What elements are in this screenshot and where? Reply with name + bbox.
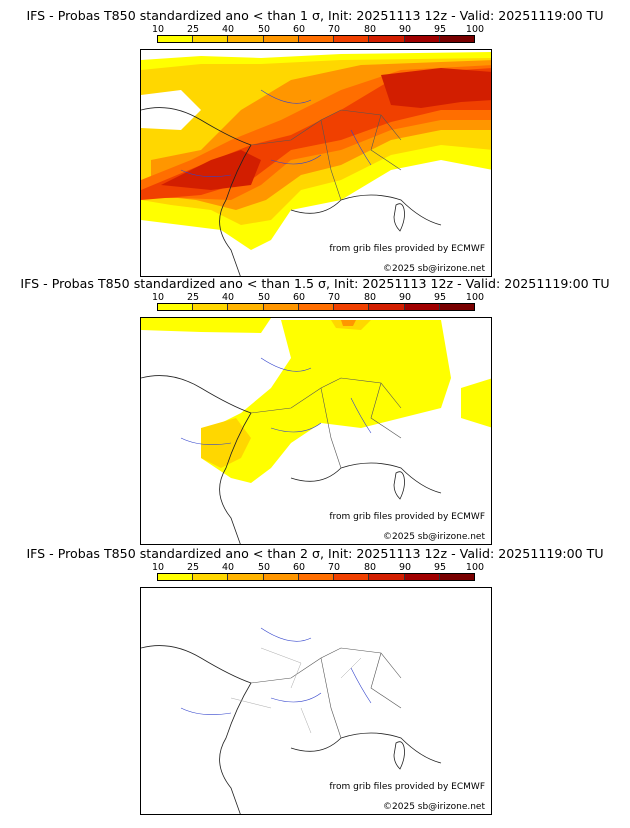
corsica-coast [393,203,405,232]
colorbar-segment [193,304,229,310]
credit-source: from grib files provided by ECMWF [329,782,485,792]
colorbar-tick: 10 [151,562,165,573]
coastline [290,732,442,764]
colorbar-tick: 90 [398,562,412,573]
credit-source: from grib files provided by ECMWF [329,512,485,522]
colorbar-tick: 80 [363,24,377,35]
corsica-coast [393,471,405,500]
colorbar-segment [193,36,229,42]
colorbar-tick: 70 [327,292,341,303]
rivers [180,357,372,445]
rivers [180,89,372,177]
colorbar-segment [334,36,370,42]
colorbar-tick: 25 [186,24,200,35]
colorbar-segment [228,304,264,310]
colorbar [157,573,475,581]
border-lines [250,377,402,469]
colorbar-segment [369,304,405,310]
colorbar-segment [404,36,440,42]
probability-map-1-5sigma: from grib files provided by ECMWF ©2025 … [140,317,492,545]
colorbar-tick: 60 [292,292,306,303]
prob-area-darkred [161,68,491,190]
colorbar-tick: 10 [151,292,165,303]
colorbar-segment [439,574,474,580]
panel-title: IFS - Probas T850 standardized ano < tha… [20,276,610,291]
colorbar-tick: 25 [186,292,200,303]
colorbar-labels: 10 25 40 50 60 70 80 90 95 100 [152,24,484,36]
colorbar-segment [158,304,194,310]
colorbar-tick: 90 [398,24,412,35]
colorbar-segment [158,36,194,42]
colorbar-tick: 50 [257,24,271,35]
colorbar-tick: 80 [363,562,377,573]
colorbar-labels: 10 25 40 50 60 70 80 90 95 100 [152,562,484,574]
colorbar-tick: 100 [465,292,485,303]
colorbar-labels: 10 25 40 50 60 70 80 90 95 100 [152,292,484,304]
colorbar-tick: 50 [257,292,271,303]
colorbar-tick: 60 [292,562,306,573]
credit-copyright: ©2025 sb@irizone.net [383,264,485,274]
colorbar-tick: 100 [465,562,485,573]
colorbar-tick: 40 [221,292,235,303]
prob-area-white-gap [141,90,201,130]
coastline [290,462,442,494]
corsica-coast [393,741,405,770]
prob-area-orange [341,320,356,326]
colorbar-segment [193,574,229,580]
colorbar-segment [228,36,264,42]
colorbar-segment [263,574,299,580]
colorbar-segment [334,304,370,310]
colorbar-segment [404,304,440,310]
colorbar-tick: 10 [151,24,165,35]
prob-area-gold [201,320,371,468]
border-lines [250,109,402,201]
colorbar-segment [158,574,194,580]
colorbar-tick: 70 [327,562,341,573]
panel-1: IFS - Probas T850 standardized ano < tha… [0,8,630,277]
colorbar [157,35,475,43]
colorbar-tick: 90 [398,292,412,303]
colorbar-tick: 100 [465,24,485,35]
panel-3: IFS - Probas T850 standardized ano < tha… [0,546,630,815]
credit-copyright: ©2025 sb@irizone.net [383,802,485,812]
colorbar-segment [298,574,335,580]
colorbar-tick: 60 [292,24,306,35]
colorbar-segment [369,36,405,42]
colorbar-tick: 40 [221,562,235,573]
colorbar-segment [298,36,335,42]
probability-map-2sigma: from grib files provided by ECMWF ©2025 … [140,587,492,815]
region-lines [230,647,362,734]
rivers [180,627,372,715]
colorbar-tick: 95 [433,562,447,573]
panel-title: IFS - Probas T850 standardized ano < tha… [26,8,604,23]
probability-map-1sigma: from grib files provided by ECMWF ©2025 … [140,49,492,277]
colorbar-segment [439,304,474,310]
colorbar-segment [439,36,474,42]
colorbar-segment [369,574,405,580]
border-lines [250,647,402,739]
colorbar-tick: 40 [221,24,235,35]
colorbar-segment [228,574,264,580]
colorbar-segment [404,574,440,580]
panel-title: IFS - Probas T850 standardized ano < tha… [26,546,604,561]
credit-source: from grib files provided by ECMWF [329,244,485,254]
prob-area-yellow [461,378,491,428]
credit-copyright: ©2025 sb@irizone.net [383,532,485,542]
colorbar-tick: 80 [363,292,377,303]
colorbar-tick: 95 [433,292,447,303]
coastline [290,194,442,226]
colorbar-tick: 25 [186,562,200,573]
colorbar-tick: 50 [257,562,271,573]
colorbar-segment [298,304,335,310]
prob-area-yellow [141,318,271,333]
colorbar-segment [263,304,299,310]
colorbar-segment [263,36,299,42]
prob-area-yellow [201,320,451,483]
colorbar-tick: 70 [327,24,341,35]
colorbar-segment [334,574,370,580]
colorbar-tick: 95 [433,24,447,35]
panel-2: IFS - Probas T850 standardized ano < tha… [0,276,630,545]
colorbar [157,303,475,311]
coastline [141,645,252,814]
